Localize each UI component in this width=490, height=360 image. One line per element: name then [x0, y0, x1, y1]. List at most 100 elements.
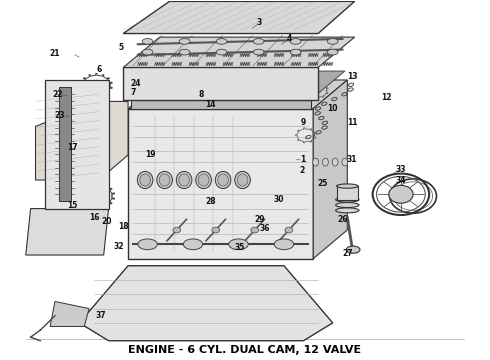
Text: 1: 1 — [300, 155, 305, 164]
Ellipse shape — [342, 158, 348, 166]
Text: 19: 19 — [145, 150, 155, 159]
Ellipse shape — [215, 171, 231, 189]
Circle shape — [389, 185, 413, 203]
Text: 7: 7 — [130, 88, 136, 97]
Text: 25: 25 — [318, 179, 328, 188]
Ellipse shape — [216, 49, 227, 55]
Ellipse shape — [346, 246, 360, 253]
Text: 6: 6 — [96, 65, 101, 74]
Text: 30: 30 — [274, 195, 284, 204]
Text: 4: 4 — [286, 35, 292, 44]
Ellipse shape — [229, 239, 248, 249]
Circle shape — [300, 95, 306, 99]
Ellipse shape — [138, 239, 157, 249]
Ellipse shape — [196, 171, 211, 189]
Text: 15: 15 — [67, 201, 77, 210]
Ellipse shape — [142, 39, 153, 44]
Circle shape — [234, 102, 240, 106]
Text: 26: 26 — [337, 215, 348, 224]
Polygon shape — [128, 80, 347, 109]
Polygon shape — [123, 37, 355, 67]
Ellipse shape — [137, 171, 153, 189]
Text: 20: 20 — [101, 217, 111, 226]
Ellipse shape — [157, 171, 172, 189]
Ellipse shape — [274, 239, 294, 249]
Text: 9: 9 — [301, 118, 306, 127]
Ellipse shape — [290, 39, 301, 44]
Text: 17: 17 — [67, 143, 77, 152]
Text: 32: 32 — [113, 242, 123, 251]
Polygon shape — [313, 80, 347, 258]
Circle shape — [173, 227, 181, 233]
Ellipse shape — [313, 158, 318, 166]
Text: 22: 22 — [52, 90, 63, 99]
Ellipse shape — [183, 239, 203, 249]
Ellipse shape — [179, 174, 190, 186]
Text: 37: 37 — [96, 311, 107, 320]
Text: 21: 21 — [49, 49, 60, 58]
Polygon shape — [79, 266, 333, 341]
Text: 12: 12 — [381, 93, 392, 102]
Text: 29: 29 — [254, 215, 265, 224]
Text: 2: 2 — [300, 166, 305, 175]
Text: 8: 8 — [198, 90, 204, 99]
Text: 35: 35 — [235, 243, 245, 252]
Text: 28: 28 — [206, 197, 216, 206]
Polygon shape — [35, 102, 128, 180]
Ellipse shape — [198, 174, 209, 186]
Text: 31: 31 — [347, 155, 357, 164]
Text: 18: 18 — [118, 222, 128, 231]
Polygon shape — [45, 80, 109, 208]
Circle shape — [135, 102, 141, 106]
Circle shape — [212, 227, 220, 233]
Text: 10: 10 — [327, 104, 338, 113]
Ellipse shape — [142, 49, 153, 55]
Ellipse shape — [290, 49, 301, 55]
Ellipse shape — [235, 171, 250, 189]
Bar — [130, 100, 311, 109]
Ellipse shape — [179, 49, 190, 55]
Circle shape — [268, 102, 273, 106]
Text: 14: 14 — [206, 100, 216, 109]
Text: 5: 5 — [118, 43, 123, 52]
Ellipse shape — [337, 184, 358, 188]
Bar — [59, 87, 71, 202]
Text: 23: 23 — [54, 111, 65, 120]
Text: 3: 3 — [257, 18, 262, 27]
Circle shape — [268, 95, 273, 99]
Polygon shape — [128, 109, 313, 258]
Circle shape — [201, 102, 207, 106]
Text: 33: 33 — [395, 165, 406, 174]
Text: 27: 27 — [342, 249, 353, 258]
Polygon shape — [26, 208, 109, 255]
Ellipse shape — [253, 39, 264, 44]
Ellipse shape — [218, 174, 228, 186]
Ellipse shape — [336, 208, 359, 213]
Ellipse shape — [140, 174, 150, 186]
Circle shape — [168, 95, 174, 99]
Text: ENGINE - 6 CYL. DUAL CAM, 12 VALVE: ENGINE - 6 CYL. DUAL CAM, 12 VALVE — [128, 345, 362, 355]
Text: 36: 36 — [259, 224, 270, 233]
Circle shape — [168, 102, 174, 106]
Ellipse shape — [327, 39, 338, 44]
Ellipse shape — [327, 49, 338, 55]
Circle shape — [285, 227, 293, 233]
Circle shape — [300, 102, 306, 106]
Circle shape — [251, 227, 259, 233]
Bar — [337, 186, 358, 200]
Text: 13: 13 — [347, 72, 357, 81]
Polygon shape — [50, 301, 89, 327]
Text: 24: 24 — [130, 79, 141, 88]
Polygon shape — [130, 71, 345, 100]
Ellipse shape — [253, 49, 264, 55]
Ellipse shape — [237, 174, 248, 186]
Ellipse shape — [176, 171, 192, 189]
Ellipse shape — [159, 174, 170, 186]
Ellipse shape — [336, 197, 359, 202]
Bar — [123, 67, 318, 100]
Ellipse shape — [179, 39, 190, 44]
Circle shape — [234, 95, 240, 99]
Circle shape — [135, 95, 141, 99]
Ellipse shape — [336, 203, 359, 207]
Ellipse shape — [332, 158, 338, 166]
